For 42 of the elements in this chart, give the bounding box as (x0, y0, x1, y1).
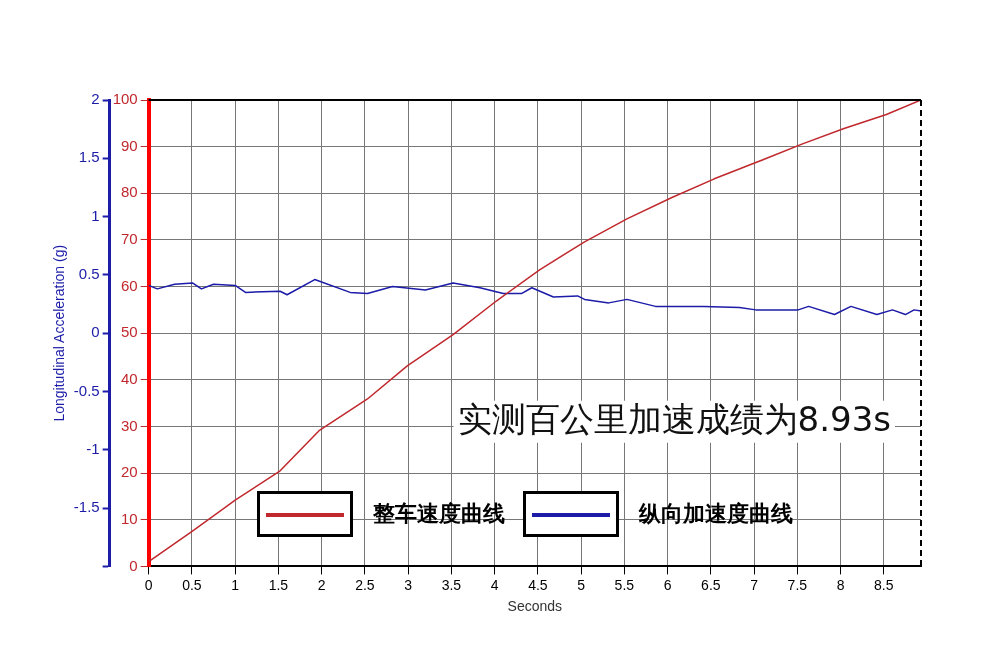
x-tick-label: 4.5 (528, 576, 548, 593)
y2-tick-label: 0 (91, 323, 100, 341)
x-tick-label: 1.5 (268, 576, 289, 593)
y-tick-label: 10 (120, 509, 138, 527)
annotation: 实测百公里加速成绩为8.93s (457, 398, 891, 439)
y-tick-label: 60 (120, 276, 138, 294)
x-tick-label: 2 (317, 576, 326, 593)
y-tick-label: 80 (120, 183, 138, 201)
x-tick-label: 6 (663, 576, 672, 593)
x-tick-label: 3.5 (441, 576, 462, 593)
x-tick-label: 1 (231, 576, 240, 593)
y2-tick-label: -0.5 (73, 381, 100, 399)
legend-label: 纵向加速度曲线 (638, 500, 793, 529)
y2-tick-label: -1.5 (73, 498, 100, 516)
y-tick-label: 30 (120, 416, 138, 434)
x-tick-label: 8.5 (874, 576, 894, 593)
x-tick-label: 8 (836, 576, 845, 593)
legend-label: 整车速度曲线 (372, 500, 505, 529)
y2-tick-label: 1 (91, 206, 100, 224)
y2-tick-label: 1.5 (78, 148, 100, 166)
y-tick-label: 90 (120, 136, 138, 154)
x-tick-label: 5 (577, 576, 586, 593)
y-tick-label: 70 (120, 230, 138, 248)
y2-tick-label: 2 (91, 90, 100, 108)
x-tick-label: 0.5 (182, 576, 202, 593)
x-tick-label: 5.5 (614, 576, 635, 593)
y-tick-label: 0 (129, 556, 138, 574)
x-tick-label: 6.5 (701, 576, 721, 593)
x-tick-label: 7 (750, 576, 759, 593)
x-tick-label: 3 (404, 576, 413, 593)
y2-tick-label: 0.5 (78, 265, 100, 283)
y-tick-label: 20 (120, 463, 138, 481)
y2-tick-label: -1 (86, 439, 100, 457)
x-tick-label: 2.5 (355, 576, 375, 593)
x-tick-label: 7.5 (787, 576, 808, 593)
y-tick-label: 100 (112, 90, 138, 108)
y-tick-label: 40 (120, 369, 138, 387)
y2-axis-title: Longitudinal Acceleration (g) (51, 244, 68, 422)
x-tick-label: 4 (490, 576, 499, 593)
x-axis-title: Seconds (507, 598, 563, 615)
x-tick-label: 0 (144, 576, 153, 593)
y-tick-label: 50 (120, 323, 138, 341)
